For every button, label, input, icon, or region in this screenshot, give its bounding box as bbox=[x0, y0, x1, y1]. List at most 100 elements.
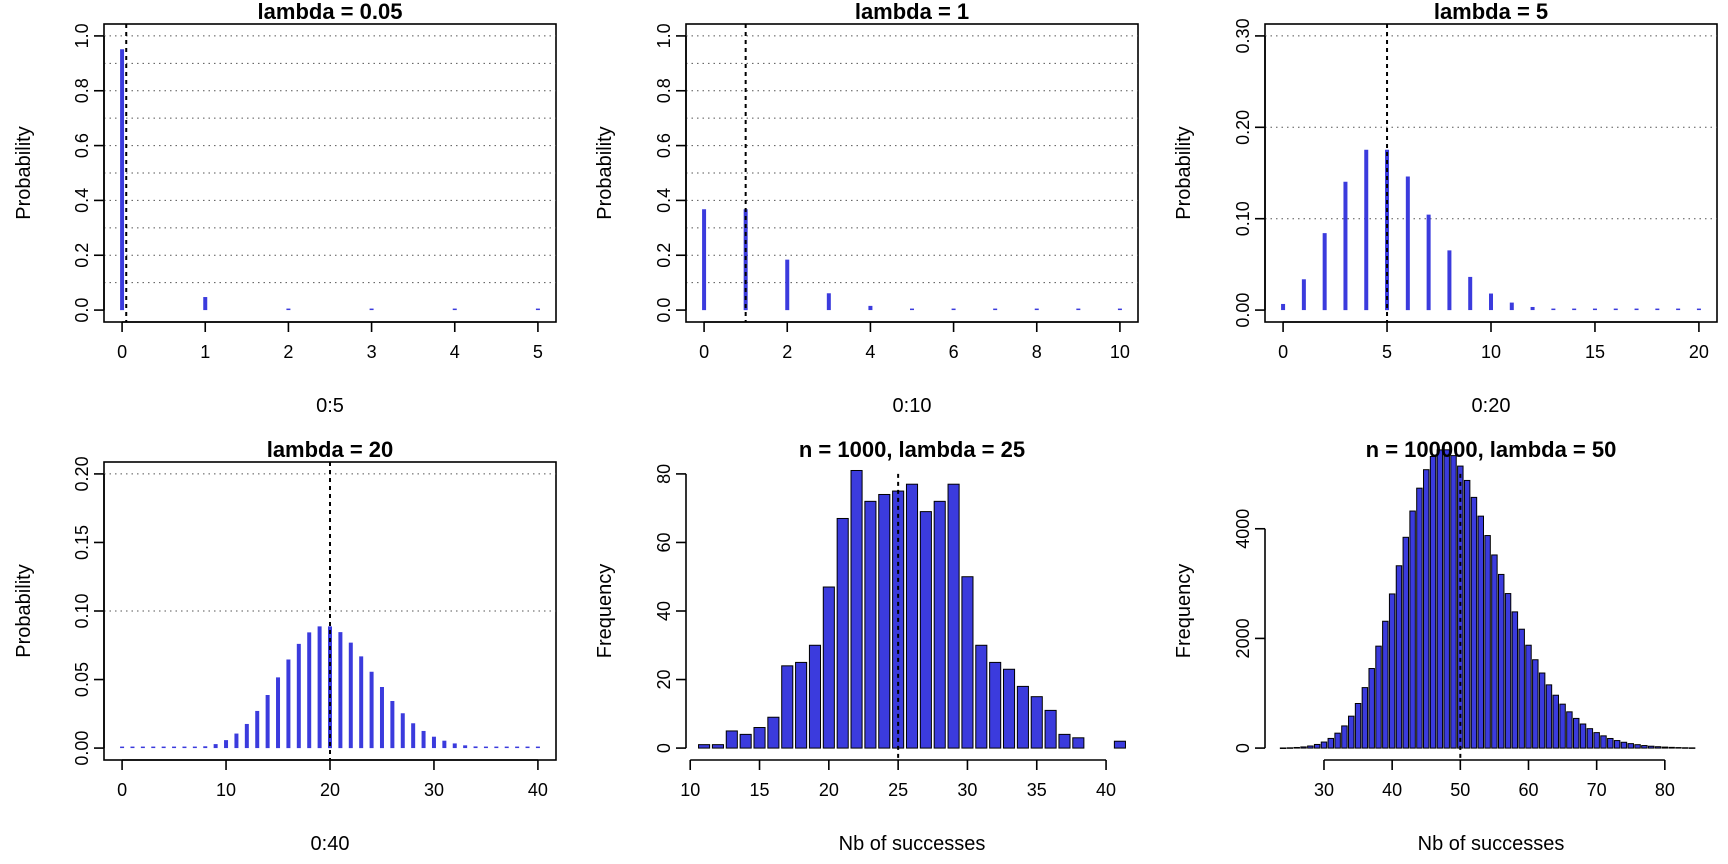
bar bbox=[1307, 745, 1314, 749]
x-tick-label: 3 bbox=[367, 342, 377, 362]
x-tick-label: 5 bbox=[1382, 342, 1392, 362]
bar bbox=[1682, 747, 1689, 749]
bar bbox=[739, 733, 752, 749]
x-axis-label: 0:40 bbox=[311, 833, 350, 855]
bar bbox=[1641, 745, 1648, 749]
bar bbox=[1579, 723, 1587, 749]
bar bbox=[1525, 644, 1532, 749]
bar bbox=[1620, 741, 1628, 749]
bar bbox=[1593, 732, 1600, 749]
x-tick-label: 25 bbox=[888, 780, 908, 800]
bar bbox=[1436, 449, 1444, 749]
bar bbox=[850, 469, 863, 749]
x-axis-label: Nb of successes bbox=[1418, 833, 1565, 855]
x-tick-label: 50 bbox=[1450, 780, 1470, 800]
y-axis-label: Probability bbox=[594, 126, 616, 219]
x-tick-label: 30 bbox=[1314, 780, 1334, 800]
y-tick-label: 1.0 bbox=[654, 23, 674, 48]
y-tick-label: 60 bbox=[654, 532, 674, 552]
y-tick-label: 0.4 bbox=[654, 188, 674, 213]
y-tick-label: 0.8 bbox=[72, 78, 92, 103]
bar bbox=[698, 744, 711, 749]
bar bbox=[1429, 455, 1437, 749]
y-axis-label: Probability bbox=[1173, 126, 1195, 219]
x-axis-label: 0:5 bbox=[316, 395, 344, 417]
y-tick-label: 20 bbox=[654, 670, 674, 690]
bar bbox=[767, 716, 780, 749]
y-tick-label: 0.00 bbox=[72, 731, 92, 766]
x-tick-label: 0 bbox=[699, 342, 709, 362]
x-tick-label: 0 bbox=[117, 342, 127, 362]
x-tick-label: 15 bbox=[750, 780, 770, 800]
x-tick-label: 20 bbox=[1689, 342, 1709, 362]
bar bbox=[1044, 709, 1057, 749]
y-tick-label: 0.00 bbox=[1233, 293, 1253, 328]
y-tick-label: 0.20 bbox=[72, 456, 92, 491]
bar bbox=[1613, 740, 1621, 749]
y-tick-label: 0.4 bbox=[72, 188, 92, 213]
bar bbox=[1416, 487, 1423, 749]
x-tick-label: 1 bbox=[200, 342, 210, 362]
x-tick-label: 35 bbox=[1027, 780, 1047, 800]
y-tick-label: 0.2 bbox=[72, 243, 92, 268]
bar bbox=[1423, 469, 1430, 749]
bar bbox=[1443, 449, 1450, 749]
bar bbox=[711, 744, 724, 749]
x-tick-label: 40 bbox=[1096, 780, 1116, 800]
bar bbox=[1279, 747, 1287, 749]
bar bbox=[1559, 703, 1566, 749]
x-tick-label: 30 bbox=[957, 780, 977, 800]
bar bbox=[1504, 593, 1512, 749]
x-tick-label: 20 bbox=[819, 780, 839, 800]
x-tick-label: 80 bbox=[1655, 780, 1675, 800]
y-tick-label: 4000 bbox=[1233, 509, 1253, 549]
y-axis-label: Frequency bbox=[1173, 564, 1195, 659]
x-tick-label: 40 bbox=[528, 780, 548, 800]
x-tick-label: 40 bbox=[1382, 780, 1402, 800]
bar bbox=[1627, 743, 1634, 749]
bar bbox=[1402, 536, 1410, 749]
bar bbox=[1470, 496, 1478, 749]
bar bbox=[1113, 740, 1126, 749]
bar bbox=[1477, 515, 1485, 749]
bar bbox=[1300, 746, 1307, 749]
bar bbox=[1518, 628, 1525, 749]
x-tick-label: 2 bbox=[782, 342, 792, 362]
x-axis-label: 0:20 bbox=[1472, 395, 1511, 417]
y-tick-label: 0.15 bbox=[72, 525, 92, 560]
bar bbox=[961, 576, 974, 749]
bar bbox=[1313, 743, 1321, 749]
panel-2: 0 2 4 6 8 10 0.0 0.2 0.4 0.6 0.8 1.0 lambda = 1 0:10 P… bbox=[594, 0, 1139, 417]
chart-title: n = 1000, lambda = 25 bbox=[799, 437, 1025, 462]
bar bbox=[1511, 611, 1519, 749]
bar bbox=[753, 727, 766, 749]
y-axis-label: Frequency bbox=[594, 564, 616, 659]
panel-3: 0 5 10 15 20 0.00 0.10 0.20 0.30 lambda = 5 0:20 Pr… bbox=[1173, 0, 1718, 417]
x-tick-label: 0 bbox=[117, 780, 127, 800]
bar bbox=[1688, 747, 1696, 749]
bar bbox=[1293, 746, 1300, 749]
bar bbox=[1016, 685, 1029, 749]
bar bbox=[822, 586, 835, 749]
y-tick-label: 0.0 bbox=[654, 298, 674, 323]
y-tick-label: 0 bbox=[1233, 743, 1253, 753]
bar bbox=[1409, 510, 1416, 749]
bar bbox=[1072, 737, 1085, 749]
bar bbox=[836, 517, 849, 749]
bar bbox=[1654, 746, 1662, 749]
bar bbox=[947, 483, 960, 749]
bar bbox=[1320, 741, 1328, 749]
chart-title: lambda = 0.05 bbox=[258, 0, 403, 24]
bar bbox=[1002, 668, 1016, 749]
bar bbox=[1348, 715, 1355, 749]
bar bbox=[1532, 659, 1539, 749]
x-tick-label: 20 bbox=[320, 780, 340, 800]
x-tick-label: 0 bbox=[1278, 342, 1288, 362]
bar bbox=[1030, 696, 1043, 749]
y-tick-label: 0.30 bbox=[1233, 18, 1253, 53]
x-tick-label: 5 bbox=[533, 342, 543, 362]
bar bbox=[1375, 645, 1382, 749]
bar bbox=[1600, 735, 1607, 749]
bar bbox=[1463, 479, 1471, 749]
